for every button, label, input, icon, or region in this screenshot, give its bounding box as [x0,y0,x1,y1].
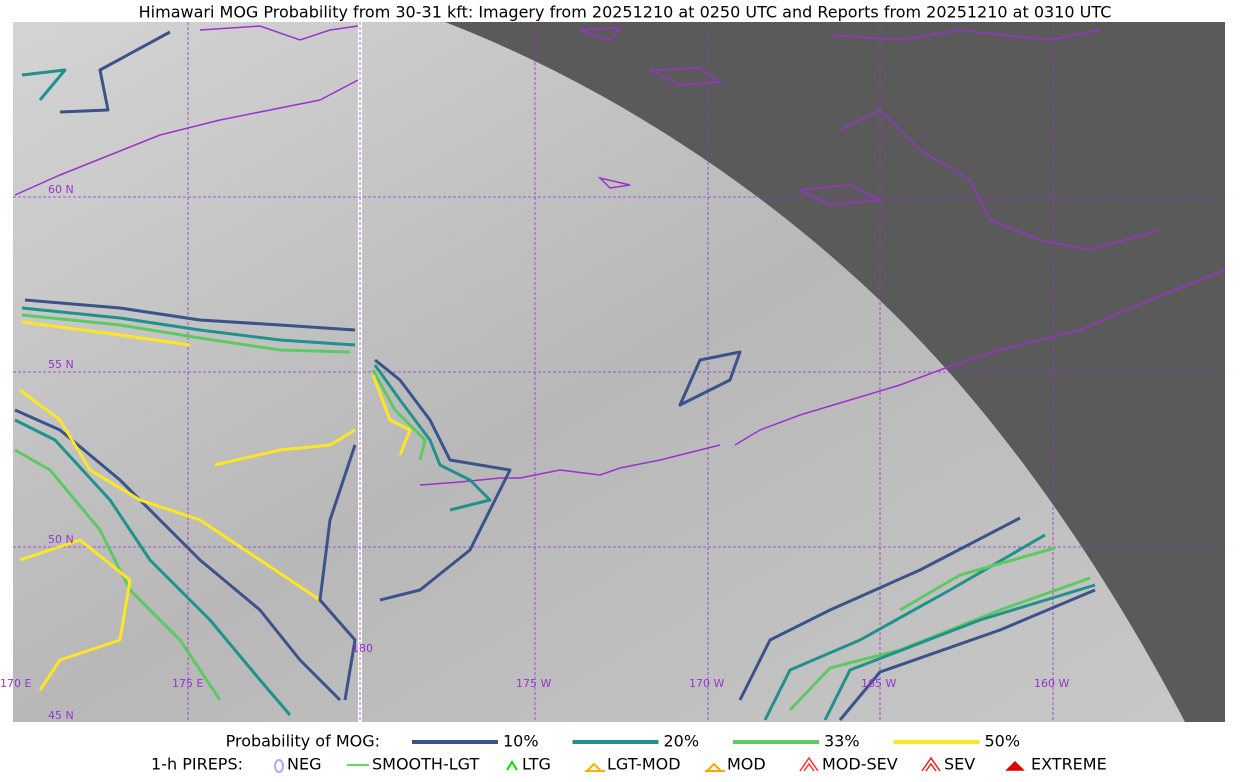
lat-label: 50 N [48,533,74,546]
lon-label: 160 W [1034,677,1069,690]
legend-label: SEV [944,755,975,774]
legend-icon [799,756,819,772]
contour [374,358,512,602]
contour [678,350,742,407]
lat-label: 45 N [48,709,74,722]
legend-label: LGT-MOD [607,755,681,774]
contour [823,583,1096,721]
legend-icon [274,759,284,773]
legend-label: LTG [522,755,551,774]
contour [19,388,321,602]
contour [14,448,222,701]
contour [21,306,356,347]
legend-label: 20% [664,732,700,751]
legend-label: EXTREME [1031,755,1107,774]
contour [59,30,171,114]
legend-title: Probability of MOG: [226,732,380,751]
legend-label: SMOOTH-LGT [372,755,479,774]
legend-label: 50% [985,732,1021,751]
contour [373,364,492,512]
legend-icon [585,762,605,772]
legend-label: 33% [824,732,860,751]
legend-label: 10% [503,732,539,751]
legend-icon [506,760,518,771]
contour [763,533,1046,721]
contour [371,374,412,456]
contour [738,516,1021,701]
contour [21,313,351,354]
lon-label: 170 E [0,677,31,690]
lat-label: 60 N [48,183,74,196]
contour [371,369,427,461]
map [13,22,1226,722]
lon-label: 165 W [861,677,896,690]
legend: Probability of MOG: 1-h PIREPS: 10% 20% 33… [151,732,1107,774]
lat-label: 55 N [48,358,74,371]
contour [21,68,67,101]
contour [838,588,1096,721]
legend-icon [921,756,941,772]
contour [24,298,356,332]
legend-title: 1-h PIREPS: [151,755,243,774]
legend-icon [1005,760,1025,771]
legend-label: MOD [727,755,766,774]
contour [899,546,1056,612]
grid-labels: 60 N 55 N 50 N 45 N 170 E 175 E 180 175 W 170 W 1… [0,183,1069,722]
contours [14,30,1096,721]
lon-label: 170 W [689,677,724,690]
lon-label: 175 W [516,677,551,690]
coastlines [14,25,1226,486]
legend-icon [705,762,725,772]
legend-label: NEG [287,755,321,774]
contour [21,320,191,347]
contour [214,428,356,467]
lon-label: 180 [352,642,373,655]
contour [318,444,357,701]
contour [19,538,132,691]
title: Himawari MOG Probability from 30-31 kft:… [139,3,1112,22]
lon-label: 175 E [172,677,203,690]
contour [14,418,292,716]
legend-label: MOD-SEV [822,755,898,774]
